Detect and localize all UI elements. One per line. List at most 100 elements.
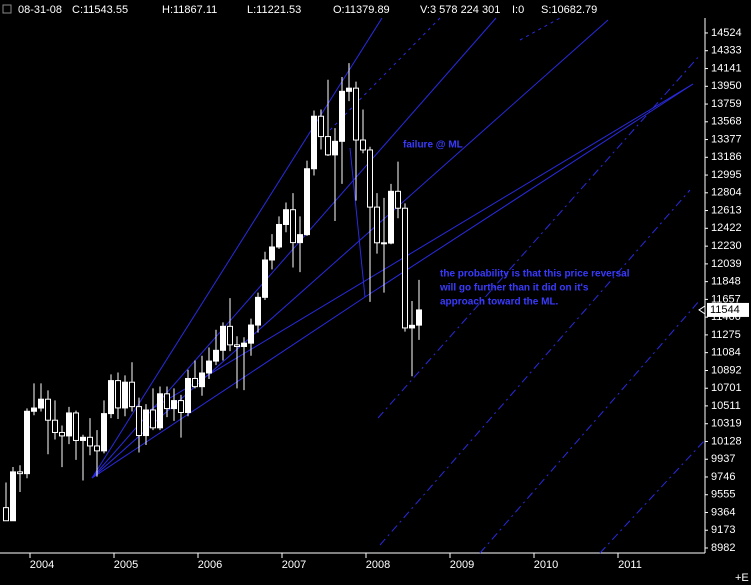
candle-body xyxy=(234,344,240,348)
y-tick-label: 9173 xyxy=(711,524,735,536)
candle-body xyxy=(17,471,23,475)
candle-body xyxy=(10,471,16,522)
x-tick-label: 2004 xyxy=(30,559,54,571)
candle-body xyxy=(136,406,142,437)
parallel-line xyxy=(479,299,701,554)
candle-body xyxy=(269,246,275,261)
y-tick-label: 12230 xyxy=(711,240,742,252)
candle-body xyxy=(360,139,366,151)
candle-body xyxy=(346,87,352,92)
candle-body xyxy=(3,507,9,522)
candle-body xyxy=(94,445,100,452)
candle-body xyxy=(290,209,296,244)
candle-body xyxy=(52,419,58,433)
candle-body xyxy=(388,190,394,244)
candle-body xyxy=(297,234,303,244)
candle-body xyxy=(367,149,373,208)
header-interest: I:0 xyxy=(512,4,524,16)
annotation: failure @ ML xyxy=(403,140,463,151)
candle-body xyxy=(143,409,149,437)
candle-body xyxy=(213,349,219,362)
y-tick-label: 12995 xyxy=(711,169,742,181)
y-tick-label: 13759 xyxy=(711,98,742,110)
candle-body xyxy=(115,380,121,409)
candle-body xyxy=(402,207,408,329)
candle-body xyxy=(129,381,135,408)
y-tick-label: 10511 xyxy=(711,400,741,412)
last-price-label: 11544 xyxy=(710,304,740,316)
candle-body xyxy=(332,140,338,156)
parallel-line xyxy=(379,189,691,546)
candle-body xyxy=(45,398,51,421)
y-tick-label: 14141 xyxy=(711,62,742,74)
y-tick-label: 9746 xyxy=(711,471,735,483)
y-tick-label: 13186 xyxy=(711,151,742,163)
candle-body xyxy=(353,87,359,141)
y-tick-label: 11275 xyxy=(711,329,741,341)
y-tick-label: 9555 xyxy=(711,489,735,501)
y-tick-label: 10128 xyxy=(711,435,742,447)
candle-body xyxy=(262,259,268,298)
last-price-box xyxy=(707,302,749,317)
candle-body xyxy=(318,115,324,138)
x-tick-label: 2005 xyxy=(114,559,138,571)
candle-body xyxy=(122,381,128,409)
candle-body xyxy=(150,409,156,429)
candle-body xyxy=(185,377,191,413)
y-tick-label: 13568 xyxy=(711,116,742,128)
candle-body xyxy=(80,436,86,441)
last-price-arrow xyxy=(698,305,706,315)
candle-body xyxy=(73,412,79,441)
candle-body xyxy=(157,393,163,429)
y-tick-label: 13377 xyxy=(711,133,742,145)
candle-body xyxy=(192,377,198,388)
y-tick-label: 12613 xyxy=(711,204,742,216)
y-tick-label: 13950 xyxy=(711,80,742,92)
candle-body xyxy=(241,342,247,348)
y-tick-label: 14524 xyxy=(711,27,742,39)
candle-body xyxy=(381,242,387,245)
parallel-line xyxy=(329,17,441,131)
header-volume: V:3 578 224 301 xyxy=(420,4,500,16)
candle-body xyxy=(59,431,65,437)
header-date: 08-31-08 xyxy=(18,4,62,16)
y-tick-label: 11848 xyxy=(711,276,741,288)
header-close: C:11543.55 xyxy=(72,4,128,16)
candle-body xyxy=(416,309,422,326)
candle-body xyxy=(38,398,44,409)
y-tick-label: 11084 xyxy=(711,347,741,359)
header-settle: S:10682.79 xyxy=(541,4,597,16)
header-open: O:11379.89 xyxy=(333,4,390,16)
x-tick-label: 2007 xyxy=(282,559,306,571)
candle-body xyxy=(248,324,254,344)
candle-body xyxy=(108,380,114,415)
y-tick-label: 8982 xyxy=(711,542,735,554)
candle-body xyxy=(199,372,205,388)
header-low: L:11221.53 xyxy=(247,4,301,16)
candle-body xyxy=(339,90,345,142)
candle-body xyxy=(255,296,261,326)
header-icon xyxy=(2,4,12,14)
y-tick-label: 9364 xyxy=(711,506,735,518)
x-tick-label: 2009 xyxy=(450,559,474,571)
fan-line xyxy=(91,17,383,479)
candle-body xyxy=(206,360,212,374)
y-tick-label: 12422 xyxy=(711,222,742,234)
median-line xyxy=(364,83,694,298)
candle-body xyxy=(66,412,72,437)
y-tick-label: 10319 xyxy=(711,418,742,430)
candle-body xyxy=(311,115,317,170)
annotation: will go further than it did on it's xyxy=(439,283,589,294)
candle-body xyxy=(101,413,107,452)
x-tick-label: 2006 xyxy=(198,559,222,571)
y-tick-label: 11657 xyxy=(711,293,741,305)
candle-body xyxy=(283,209,289,225)
x-tick-label: 2010 xyxy=(534,559,558,571)
y-tick-label: 12804 xyxy=(711,187,742,199)
annotation: approach toward the ML. xyxy=(440,297,559,308)
candle-body xyxy=(395,190,401,209)
candle-body xyxy=(304,168,310,236)
fan-line xyxy=(91,296,366,479)
